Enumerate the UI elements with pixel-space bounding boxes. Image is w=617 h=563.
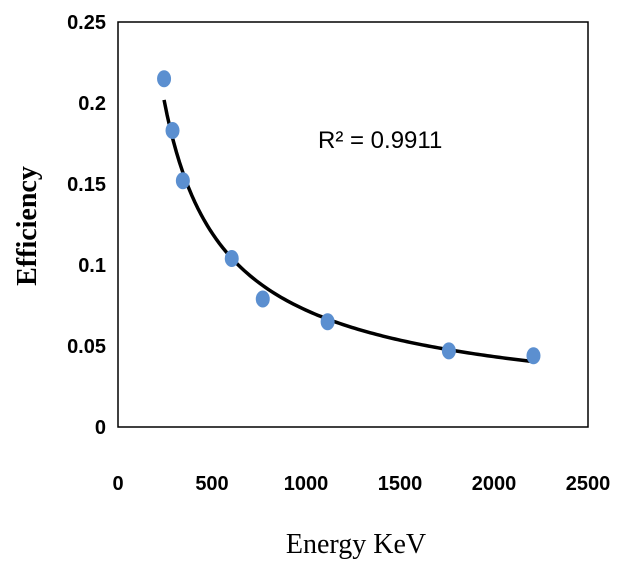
data-point xyxy=(320,313,335,331)
data-point xyxy=(175,172,190,190)
data-point xyxy=(441,342,456,360)
x-tick-label: 500 xyxy=(195,473,228,495)
y-tick-label: 0.25 xyxy=(67,12,106,34)
power-trendline xyxy=(162,99,534,364)
x-tick-label: 2000 xyxy=(472,473,517,495)
x-axis-ticks: 0 500 1000 1500 2000 2500 xyxy=(112,473,610,495)
data-point xyxy=(224,250,239,268)
y-tick-label: 0.05 xyxy=(67,336,106,358)
data-point xyxy=(157,70,172,88)
data-point xyxy=(526,347,541,365)
x-tick-label: 2500 xyxy=(566,473,611,495)
x-tick-label: 0 xyxy=(112,473,123,495)
y-tick-label: 0.15 xyxy=(67,174,106,196)
x-tick-label: 1500 xyxy=(378,473,423,495)
y-tick-label: 0 xyxy=(95,417,106,439)
plot-area xyxy=(117,21,589,428)
y-axis-label: Efficiency xyxy=(12,166,43,286)
r-squared-annotation: R² = 0.9911 xyxy=(318,127,442,154)
y-tick-label: 0.1 xyxy=(78,255,106,277)
y-tick-label: 0.2 xyxy=(78,93,106,115)
x-axis-label: Energy KeV xyxy=(286,529,426,560)
x-tick-label: 1000 xyxy=(284,473,329,495)
data-point xyxy=(165,122,180,140)
data-points xyxy=(157,70,541,365)
y-axis-ticks: 0 0.05 0.1 0.15 0.2 0.25 xyxy=(67,12,106,439)
data-point xyxy=(255,290,270,308)
